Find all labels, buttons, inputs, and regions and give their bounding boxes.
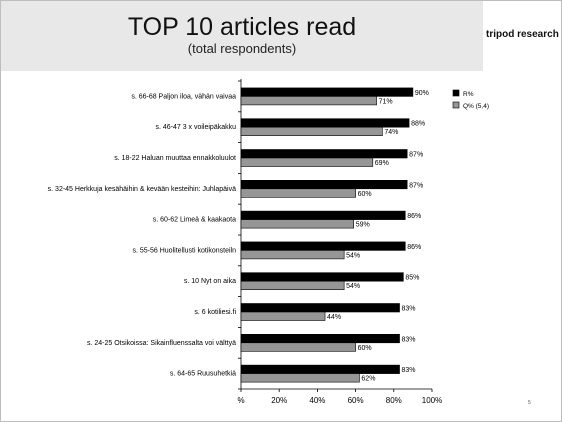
bar-r: [240, 333, 400, 344]
x-tick-label: 60%: [348, 396, 364, 405]
data-label: 60%: [358, 191, 372, 198]
bar-q: [240, 311, 326, 321]
data-label: 86%: [407, 213, 421, 220]
category-label: s. 64-65 Ruusuhetkiä: [170, 371, 236, 378]
legend-swatch: [452, 101, 460, 109]
bar-r: [240, 118, 410, 128]
bar-r: [240, 87, 414, 97]
chart-title: TOP 10 articles read: [127, 13, 357, 41]
x-tick-label: %: [237, 396, 244, 405]
category-label: s. 66-68 Paljon iloa, vähän vaivaa: [131, 93, 236, 100]
bar-r: [240, 210, 406, 220]
data-label: 54%: [346, 252, 360, 259]
data-label: 60%: [358, 345, 372, 352]
data-label: 85%: [405, 275, 419, 282]
data-label: 71%: [379, 98, 393, 105]
data-label: 59%: [356, 222, 370, 229]
category-label: s. 6 kotiliesi.fi: [194, 309, 236, 316]
category-label: s. 24-25 Otsikoissa: Sikainfluenssalta v…: [87, 340, 236, 347]
legend-swatch: [452, 89, 460, 97]
bar-r: [240, 241, 406, 251]
bar-q: [240, 280, 345, 291]
bar-q: [240, 157, 374, 167]
data-label: 86%: [407, 244, 421, 251]
data-label: 83%: [402, 306, 416, 313]
data-label: 87%: [409, 182, 423, 189]
bar-q: [240, 96, 377, 106]
bar-q: [240, 342, 356, 352]
bar-r: [240, 272, 404, 282]
bar-r: [240, 180, 408, 190]
bar-q: [240, 250, 345, 260]
category-label: s. 32-45 Herkkuja kesähäihin & kevään ke…: [48, 186, 236, 193]
brand-label: tripod research: [486, 29, 559, 40]
x-tick-label: 80%: [386, 396, 402, 405]
category-label: s. 60-62 Limeä & kaakaota: [153, 217, 236, 224]
data-label: 44%: [327, 314, 341, 321]
page-number: 5: [528, 400, 531, 406]
legend-label: Q% (5,4): [463, 103, 489, 110]
data-label: 87%: [409, 152, 423, 159]
data-label: 83%: [402, 336, 416, 343]
category-label: s. 46-47 3 x voileipäkakku: [155, 124, 236, 131]
x-tick-label: 100%: [422, 396, 442, 405]
bar-r: [240, 364, 400, 374]
bar-q: [240, 373, 360, 383]
data-label: 62%: [361, 376, 375, 383]
header-band: TOP 10 articles read (total respondents): [1, 1, 483, 71]
category-label: s. 10 Nyt on aika: [184, 278, 236, 285]
bar-r: [240, 303, 400, 313]
bar-r: [240, 149, 408, 159]
data-label: 88%: [411, 121, 425, 128]
category-label: s. 55-56 Huolitellusti kotikonsteiln: [133, 247, 237, 254]
chart-subtitle: (total respondents): [187, 41, 297, 56]
data-label: 74%: [384, 129, 398, 136]
legend-label: R%: [463, 91, 474, 98]
bar-q: [240, 188, 356, 198]
data-label: 69%: [375, 160, 389, 167]
data-label: 54%: [346, 283, 360, 290]
x-tick-label: 40%: [309, 396, 325, 405]
x-tick-label: 20%: [271, 396, 287, 405]
data-label: 83%: [402, 367, 416, 374]
category-label: s. 18-22 Haluan muuttaa ennakkoluulot: [114, 155, 236, 162]
bar-q: [240, 126, 383, 136]
bar-q: [240, 219, 354, 229]
data-label: 90%: [415, 90, 429, 97]
